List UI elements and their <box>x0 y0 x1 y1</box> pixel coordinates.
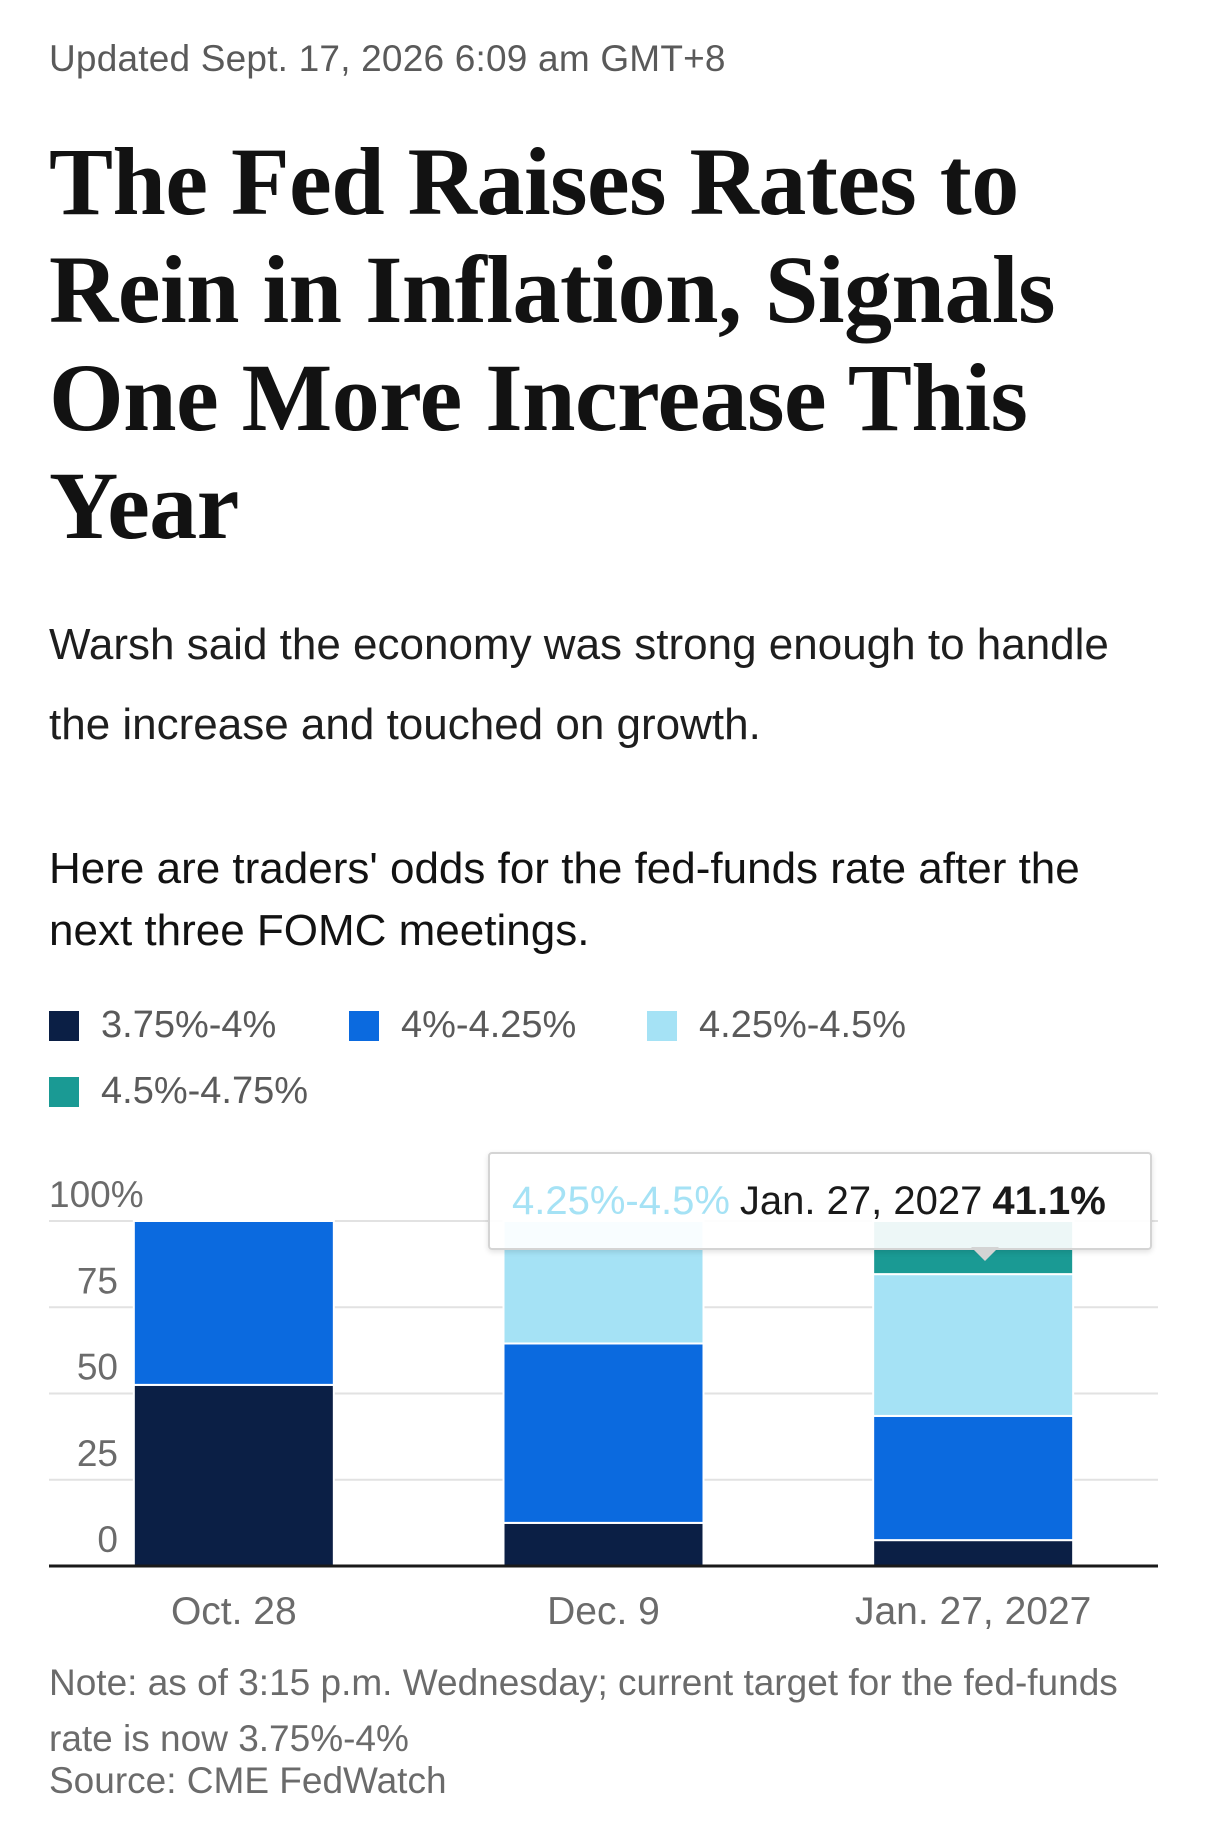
bar-3-series-2 <box>872 1414 1075 1542</box>
headline: The Fed Raises Rates to Rein in Inflatio… <box>49 128 1055 559</box>
tooltip-pointer <box>971 1247 999 1261</box>
legend-label-3: 4.25%-4.5% <box>699 1004 907 1046</box>
legend-swatch-4 <box>49 1076 79 1107</box>
legend-label-4: 4.5%-4.75% <box>101 1070 309 1112</box>
legend-swatch-3 <box>647 1010 677 1041</box>
tooltip-category: Jan. 27, 2027 <box>739 1178 983 1223</box>
y-tick-label-50: 50 <box>77 1347 118 1388</box>
x-tick-label-2: Dec. 9 <box>547 1590 660 1633</box>
x-tick-label-1: Oct. 28 <box>171 1590 297 1633</box>
y-tick-label-100: 100% <box>49 1174 144 1215</box>
legend-item-4[interactable]: 4.5%-4.75% <box>49 1070 308 1113</box>
chart-tooltip: 4.25%-4.5% Jan. 27, 2027 41.1% <box>488 1152 1152 1250</box>
legend-swatch-2 <box>349 1010 379 1041</box>
bar-1-series-2 <box>132 1220 335 1386</box>
chart-intro: Here are traders' odds for the fed-funds… <box>49 844 1080 955</box>
y-tick-label-75: 75 <box>77 1260 118 1301</box>
y-tick-label-25: 25 <box>77 1433 118 1474</box>
bar-1-series-1 <box>132 1383 335 1567</box>
stacked-bar-chart: 0 25 50 75 100% Oct. 28 Dec. 9 Jan. 27, 2027 <box>49 1174 1158 1633</box>
legend-label-2: 4%-4.25% <box>401 1004 577 1046</box>
tooltip-value: 41.1% <box>992 1178 1106 1223</box>
y-tick-label-0: 0 <box>97 1519 118 1560</box>
x-tick-label-3: Jan. 27, 2027 <box>855 1590 1091 1633</box>
legend-item-2[interactable]: 4%-4.25% <box>349 1004 576 1047</box>
dek: Warsh said the economy was strong enough… <box>49 620 1109 749</box>
updated-timestamp: Updated Sept. 17, 2026 6:09 am GMT+8 <box>49 38 726 79</box>
legend-swatch-1 <box>49 1010 79 1041</box>
tooltip-series: 4.25%-4.5% <box>512 1178 730 1223</box>
legend-item-1[interactable]: 3.75%-4% <box>49 1004 276 1047</box>
legend-label-1: 3.75%-4% <box>101 1004 277 1046</box>
chart-source: Source: CME FedWatch <box>49 1760 447 1801</box>
legend-item-3[interactable]: 4.25%-4.5% <box>647 1004 906 1047</box>
bar-3-series-3 <box>872 1273 1075 1417</box>
chart-note: Note: as of 3:15 p.m. Wednesday; current… <box>49 1662 1118 1759</box>
bar-2-series-2 <box>502 1342 705 1524</box>
bar-2-series-1 <box>502 1521 705 1567</box>
bar-3-series-1 <box>872 1539 1075 1567</box>
